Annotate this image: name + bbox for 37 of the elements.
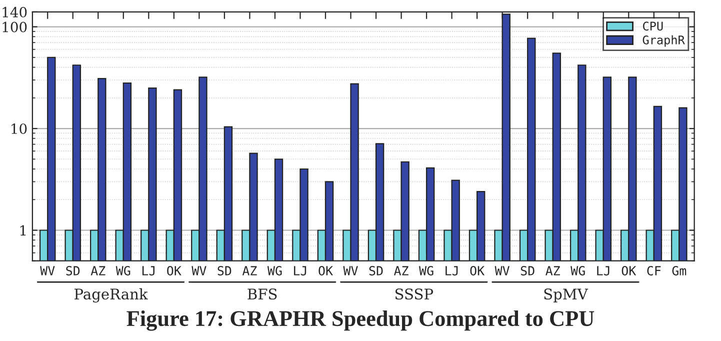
x-tick-label: LJ <box>597 266 610 276</box>
x-tick-label: SD <box>218 266 232 276</box>
x-tick-label: OK <box>470 266 485 276</box>
x-tick-label: WV <box>192 266 206 276</box>
x-tick-label: OK <box>318 266 333 276</box>
text: BFS <box>248 288 277 300</box>
x-tick-label: CF <box>647 266 661 276</box>
x-tick-label: SD <box>66 266 80 276</box>
x-tick-label: WV <box>494 266 510 276</box>
x-tick-label: AZ <box>242 266 257 276</box>
y-tick-label: 100 <box>2 22 27 32</box>
x-tick-label: Gm <box>672 266 686 276</box>
x-tick-label: LJ <box>294 266 306 276</box>
text: SSSP <box>396 288 434 300</box>
x-tick-label: AZ <box>394 266 408 276</box>
legend-label: GraphR <box>642 35 685 47</box>
x-tick-label: OK <box>167 266 182 276</box>
x-tick-label: LJ <box>446 266 458 276</box>
text: Figure 17: GRAPHR Speedup Compared to CPU <box>126 310 594 331</box>
x-tick-label: WG <box>267 266 282 276</box>
x-tick-label: LJ <box>142 266 154 276</box>
y-tick-label: 140 <box>2 6 27 18</box>
x-tick-label: OK <box>622 266 636 276</box>
x-tick-label: SD <box>369 266 383 276</box>
x-tick-label: AZ <box>546 266 560 276</box>
x-tick-label: WV <box>343 266 358 276</box>
legend-label: CPU <box>643 22 663 31</box>
x-tick-label: WG <box>116 266 130 276</box>
y-tick-label: 1 <box>20 225 26 236</box>
x-tick-label: WG <box>419 266 434 276</box>
x-tick-label: WV <box>40 266 55 276</box>
y-tick-label: 10 <box>12 123 27 134</box>
x-tick-label: WG <box>570 266 585 276</box>
text: PageRank <box>74 288 148 303</box>
text: SpMV <box>544 288 588 302</box>
x-tick-label: SD <box>520 266 534 276</box>
x-tick-label: AZ <box>90 266 106 276</box>
